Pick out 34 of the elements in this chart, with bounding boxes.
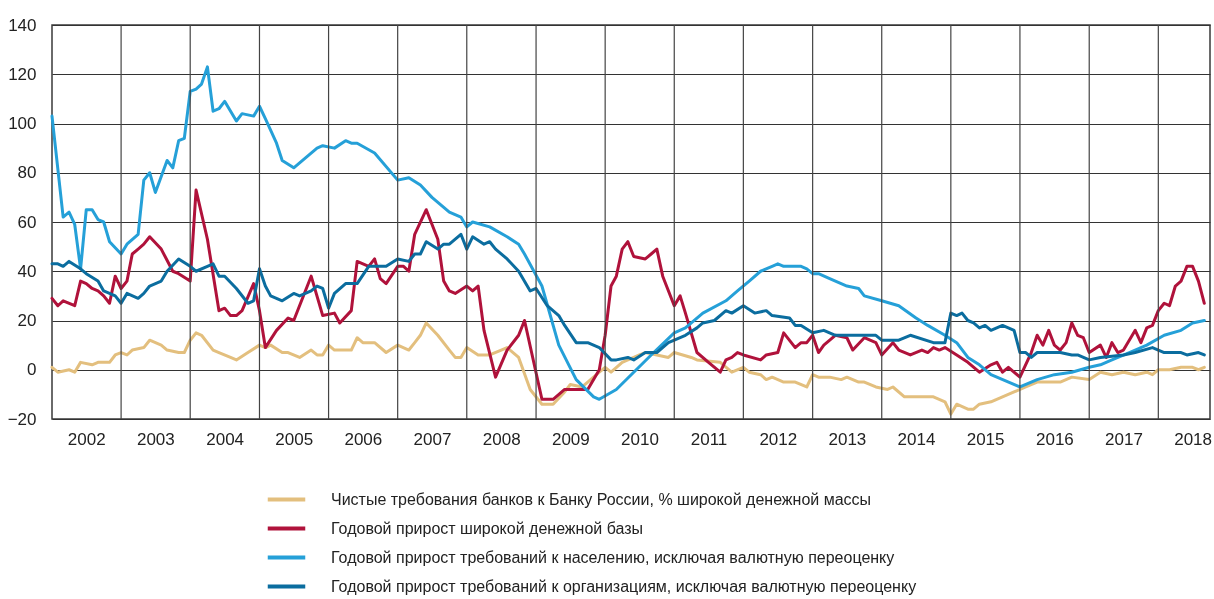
y-tick-label: 120: [8, 64, 37, 84]
x-tick-label: 2017: [1105, 429, 1143, 449]
y-tick-label: 0: [27, 360, 37, 380]
x-tick-label: 2005: [275, 429, 314, 449]
x-tick-label: 2003: [136, 429, 175, 449]
y-tick-label: 60: [17, 212, 37, 232]
line-series: [50, 65, 1206, 401]
line-series: [50, 232, 1206, 362]
x-tick-label: 2006: [344, 429, 383, 449]
x-tick-label: 2004: [206, 429, 245, 449]
x-tick-label: 2012: [759, 429, 798, 449]
y-tick-label: 80: [17, 163, 37, 183]
x-tick-label: 2007: [413, 429, 452, 449]
x-tick-label: 2009: [551, 429, 590, 449]
x-tick-label: 2013: [828, 429, 867, 449]
legend-label: Годовой прирост широкой денежной базы: [331, 519, 644, 537]
y-tick-label: 140: [8, 15, 37, 35]
x-tick-label: 2018: [1174, 429, 1212, 449]
y-tick-label: 40: [17, 261, 37, 281]
legend-label: Годовой прирост требований к организациям, исключая валютную переоценку: [331, 577, 917, 595]
x-tick-label: 2002: [67, 429, 106, 449]
y-tick-label: 20: [17, 311, 37, 330]
x-tick-label: 2008: [482, 429, 521, 449]
x-tick-label: 2010: [621, 429, 659, 449]
line-series: [50, 188, 1206, 401]
y-tick-label: −20: [7, 409, 37, 429]
x-tick-label: 2011: [690, 429, 728, 449]
legend-label: Чистые требования банков к Банку России, % широкой денежной массы: [331, 490, 872, 508]
legend-label: Годовой прирост требований к населению, исключая валютную переоценку: [331, 548, 895, 566]
x-tick-label: 2015: [966, 429, 1005, 449]
y-tick-label: 100: [8, 114, 37, 133]
line-series: [50, 321, 1206, 416]
x-tick-label: 2014: [897, 429, 936, 449]
x-tick-label: 2016: [1035, 429, 1074, 449]
